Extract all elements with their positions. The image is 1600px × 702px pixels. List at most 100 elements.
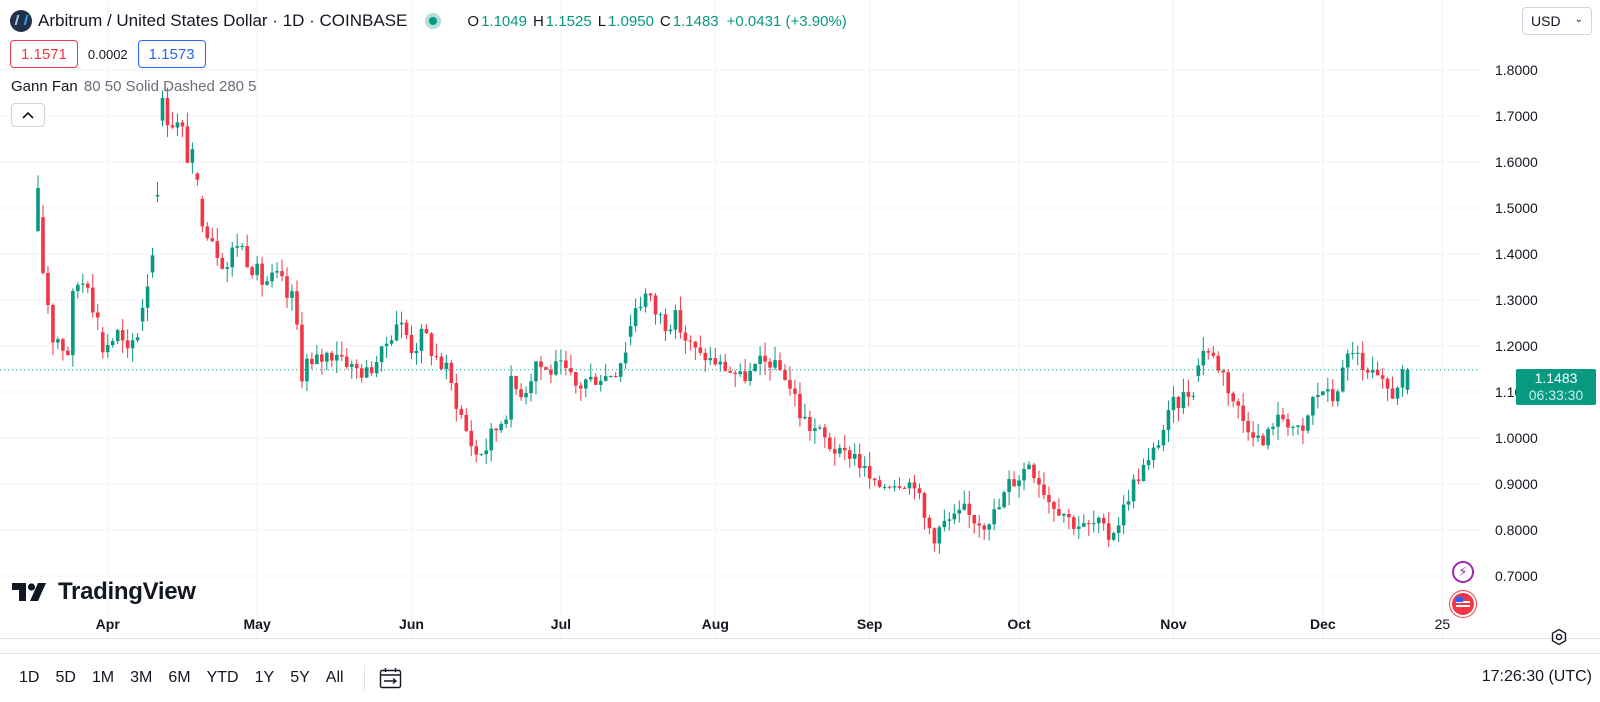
range-1m[interactable]: 1M <box>91 669 115 686</box>
range-all[interactable]: All <box>325 669 344 686</box>
candle <box>529 373 533 402</box>
candle <box>668 324 673 335</box>
candle <box>1146 448 1151 470</box>
candle <box>71 288 75 367</box>
candle <box>394 310 399 342</box>
candle <box>534 360 538 395</box>
range-1y[interactable]: 1Y <box>254 669 275 686</box>
candle <box>280 259 284 282</box>
price-tick-label: 1.7000 <box>1495 108 1538 124</box>
candle <box>414 342 419 365</box>
candle <box>559 349 563 375</box>
time-tick-label: Aug <box>702 616 729 632</box>
candle <box>165 87 170 137</box>
candle <box>798 382 802 427</box>
candle <box>1042 472 1046 500</box>
candle <box>1281 407 1285 422</box>
candle <box>648 292 653 302</box>
chart-settings-button[interactable] <box>1549 627 1569 647</box>
candle <box>434 343 439 360</box>
candle <box>1057 498 1061 516</box>
candle <box>1316 382 1320 409</box>
high-value: 1.1525 <box>545 12 592 30</box>
date-range-button[interactable] <box>377 664 405 692</box>
candle <box>653 293 658 325</box>
candle <box>718 354 723 372</box>
candle <box>818 424 822 430</box>
symbol-title[interactable]: Arbitrum / United States Dollar · 1D · C… <box>38 11 408 30</box>
candle <box>828 432 832 452</box>
candle <box>444 354 449 380</box>
trade-buttons: 1.1571 0.0002 1.1573 <box>10 40 206 68</box>
chevron-down-icon: ⌄ <box>1574 14 1583 25</box>
candle <box>1266 426 1270 450</box>
sell-button[interactable]: 1.1571 <box>10 40 78 68</box>
candle <box>947 512 952 531</box>
toolbar-divider <box>363 665 365 691</box>
time-tick-label: Jun <box>399 616 424 632</box>
us-flag-icon[interactable] <box>1450 591 1476 617</box>
indicator-name[interactable]: Gann Fan <box>11 78 78 95</box>
candle <box>335 341 339 374</box>
close-value: 1.1483 <box>672 12 719 30</box>
candle <box>872 477 877 486</box>
candle <box>887 485 892 490</box>
candle <box>494 428 498 442</box>
candle <box>823 424 827 448</box>
range-5y[interactable]: 5Y <box>290 669 310 686</box>
tradingview-watermark[interactable]: TradingView <box>12 578 196 606</box>
chart-legend: Arbitrum / United States Dollar · 1D · C… <box>10 9 847 33</box>
candle <box>1067 508 1071 530</box>
candle <box>623 341 628 369</box>
candle <box>310 352 314 370</box>
candlestick-series <box>36 87 1410 554</box>
candle <box>867 452 872 489</box>
candle <box>175 113 180 136</box>
range-5d[interactable]: 5D <box>55 669 76 686</box>
candle <box>1355 345 1360 366</box>
candle <box>922 491 927 530</box>
candle <box>384 336 389 359</box>
candle <box>130 333 135 362</box>
lightning-icon[interactable]: ⚡ <box>1452 561 1474 583</box>
candle <box>852 443 857 466</box>
range-ytd[interactable]: YTD <box>206 669 239 686</box>
indicator-legend[interactable]: Gann Fan 80 50 Solid Dashed 280 5 <box>11 78 257 95</box>
candle <box>778 352 782 371</box>
time-axis[interactable]: Apr May Jun Jul Aug Sep Oct Nov Dec 25 <box>96 616 1451 632</box>
range-6m[interactable]: 6M <box>168 669 191 686</box>
candle <box>584 378 588 398</box>
currency-select[interactable]: USD ⌄ <box>1522 7 1592 35</box>
collapse-legend-button[interactable] <box>11 103 45 127</box>
candle <box>1301 417 1305 445</box>
low-value: 1.0950 <box>608 12 654 30</box>
candle <box>1002 490 1006 509</box>
currency-value: USD <box>1531 13 1561 29</box>
candle <box>155 181 160 203</box>
candle <box>295 280 299 331</box>
price-axis[interactable]: 1.8000 1.7000 1.6000 1.5000 1.4000 1.3000 1.20… <box>1495 62 1538 584</box>
range-1d[interactable]: 1D <box>19 669 40 686</box>
price-tick-label: 1.6000 <box>1495 154 1538 170</box>
candle <box>409 325 414 360</box>
candle <box>833 437 837 466</box>
candle <box>1101 513 1106 531</box>
candle <box>837 444 842 458</box>
gear-icon <box>1551 628 1567 646</box>
candle <box>544 366 548 371</box>
buy-button[interactable]: 1.1573 <box>137 40 206 68</box>
range-3m[interactable]: 3M <box>130 669 153 686</box>
candle <box>315 345 319 365</box>
candle <box>210 227 215 243</box>
candle <box>613 372 618 378</box>
candle <box>90 273 95 318</box>
candle <box>439 352 444 371</box>
candle <box>255 256 259 281</box>
candle <box>1106 512 1111 547</box>
candle <box>618 362 623 382</box>
grid-lines <box>0 0 1480 638</box>
candle <box>275 262 279 279</box>
candle <box>150 247 155 278</box>
utc-clock[interactable]: 17:26:30 (UTC) <box>1481 668 1592 685</box>
